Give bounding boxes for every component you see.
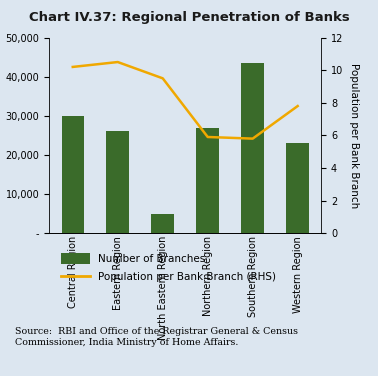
Bar — [242, 63, 264, 233]
Bar — [197, 127, 219, 233]
Text: Chart IV.37: Regional Penetration of Banks: Chart IV.37: Regional Penetration of Ban… — [29, 11, 349, 24]
Bar — [62, 116, 84, 233]
Bar — [152, 214, 174, 233]
Y-axis label: Population per Bank Branch: Population per Bank Branch — [349, 63, 359, 208]
Legend: Number of Branches, Population per Bank Branch (RHS): Number of Branches, Population per Bank … — [61, 253, 276, 282]
Text: Source:  RBI and Office of the Registrar General & Census
Commissioner, India Mi: Source: RBI and Office of the Registrar … — [15, 327, 298, 347]
Bar — [287, 143, 309, 233]
Y-axis label: Number of Bank Branches: Number of Bank Branches — [0, 67, 2, 204]
Bar — [107, 132, 129, 233]
